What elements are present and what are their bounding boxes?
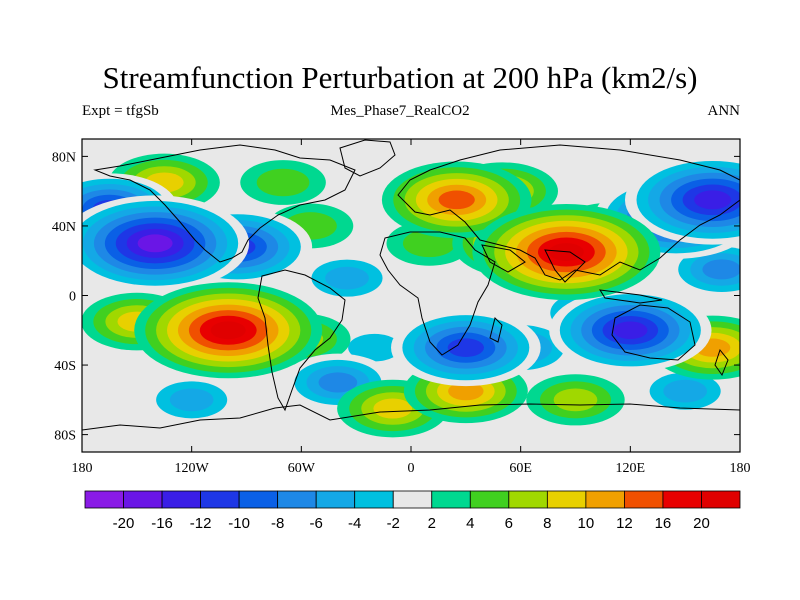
- colorbar-swatch: [546, 490, 587, 509]
- latitude-axis: 80N 40N 0 40S 80S: [52, 150, 740, 444]
- coastline-australia: [611, 304, 696, 361]
- lon-tick-label: 60W: [288, 461, 316, 476]
- lat-tick-label: 40N: [52, 220, 76, 235]
- field-contour: [256, 168, 310, 197]
- colorbar-label: -2: [387, 515, 400, 532]
- colorbar-swatch: [238, 490, 279, 509]
- colorbar-label: -20: [113, 515, 135, 532]
- coastline-madagascar: [489, 317, 503, 343]
- colorbar-swatch: [431, 490, 471, 509]
- coastlines: [82, 139, 740, 431]
- colorbar-label: 10: [578, 515, 595, 532]
- field-contour: [373, 398, 413, 419]
- colorbar-swatch: [469, 490, 510, 509]
- field-contour: [438, 190, 475, 210]
- lat-tick-label: 80N: [52, 150, 76, 165]
- colorbar-label: -16: [151, 515, 173, 532]
- field-contour: [553, 388, 598, 412]
- coastline-india: [544, 249, 586, 283]
- colorbar-swatch: [662, 490, 702, 509]
- field-contour: [694, 190, 732, 210]
- colorbar-swatch: [508, 490, 548, 509]
- colorbar-swatch: [354, 490, 394, 509]
- field-contour: [663, 379, 708, 403]
- field-contour: [210, 321, 246, 340]
- colorbar-label: 8: [543, 515, 551, 532]
- coastline-arabia: [481, 244, 526, 273]
- colorbar-swatch: [161, 490, 201, 509]
- lon-tick-label: 0: [408, 461, 415, 476]
- lat-tick-label: 80S: [54, 429, 76, 444]
- lon-tick-label: 180: [72, 461, 93, 476]
- colorbar-label: 20: [693, 515, 710, 532]
- coastline-antarctica: [82, 403, 740, 431]
- longitude-axis: 180 120W 60W 0 60E 120E 180: [72, 139, 751, 476]
- colorbar-swatch: [200, 490, 240, 509]
- coastline-africa: [379, 231, 496, 356]
- experiment-label: Expt = tfgSb: [82, 103, 159, 119]
- colorbar-label: 12: [616, 515, 633, 532]
- field-contour: [348, 333, 401, 362]
- season-label: ANN: [707, 103, 741, 119]
- colorbar-swatch: [84, 490, 124, 509]
- lat-tick-label: 0: [69, 290, 76, 305]
- field-contour: [702, 259, 740, 280]
- field-contour: [613, 321, 648, 340]
- colorbar-label: -12: [190, 515, 212, 532]
- colorbar-label: 2: [428, 515, 436, 532]
- field-contour: [448, 381, 484, 401]
- field-contour: [169, 388, 214, 412]
- colorbar-swatch: [624, 490, 664, 509]
- coastline-indonesia: [599, 289, 663, 304]
- coastline-greenland: [339, 139, 396, 177]
- lon-tick-label: 120W: [175, 461, 210, 476]
- lon-tick-label: 180: [730, 461, 751, 476]
- colorbar-swatch: [392, 490, 433, 509]
- colorbar-label: 16: [655, 515, 672, 532]
- colorbar-label: -4: [348, 515, 361, 532]
- colorbar-label: 6: [505, 515, 513, 532]
- colorbar: -20 -16 -12 -10 -8 -6 -4 -2 2 4 6 8 10 12 16 20: [84, 490, 741, 532]
- colorbar-label: -10: [228, 515, 250, 532]
- coastline-north-america: [93, 144, 356, 263]
- field-contour: [137, 234, 173, 253]
- field-contour: [447, 338, 484, 357]
- field-contour: [318, 372, 358, 393]
- colorbar-label: 4: [466, 515, 474, 532]
- coastline-south-america: [257, 269, 346, 412]
- lon-tick-label: 60E: [509, 461, 532, 476]
- colorbar-swatch: [277, 490, 317, 509]
- lon-tick-label: 120E: [616, 461, 646, 476]
- streamfunction-field: [82, 153, 740, 438]
- colorbar-swatch: [701, 490, 741, 509]
- lat-tick-label: 40S: [54, 359, 76, 374]
- colorbar-swatch: [585, 490, 625, 509]
- coastline-new-zealand: [714, 348, 729, 377]
- colorbar-label: -6: [310, 515, 323, 532]
- coastline-eurasia: [397, 144, 740, 281]
- field-contour: [325, 266, 369, 290]
- colorbar-label: -8: [271, 515, 284, 532]
- case-label: Mes_Phase7_RealCO2: [330, 103, 470, 119]
- colorbar-swatch: [315, 490, 356, 509]
- plot-title: Streamfunction Perturbation at 200 hPa (…: [102, 60, 698, 95]
- colorbar-swatch: [123, 490, 163, 509]
